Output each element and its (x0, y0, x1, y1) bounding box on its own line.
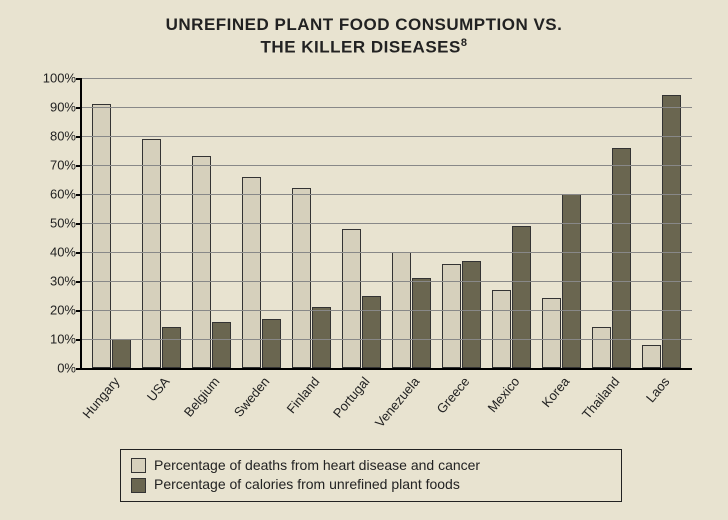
title-superscript: 8 (461, 37, 468, 49)
chart-title: UNREFINED PLANT FOOD CONSUMPTION VS. THE… (0, 0, 728, 59)
legend-swatch-1 (131, 478, 146, 493)
y-axis-label: 70% (50, 158, 82, 173)
bar (542, 298, 561, 368)
bar (412, 278, 431, 368)
grid-line (82, 310, 692, 311)
y-axis-label: 0% (57, 361, 82, 376)
title-line2: THE KILLER DISEASES (261, 38, 461, 57)
y-axis-label: 60% (50, 187, 82, 202)
y-axis-label: 50% (50, 216, 82, 231)
bar (642, 345, 661, 368)
x-axis-label: USA (144, 374, 173, 404)
x-axis-label: Hungary (79, 374, 122, 421)
title-line1: UNREFINED PLANT FOOD CONSUMPTION VS. (166, 15, 563, 34)
x-axis-label: Thailand (579, 374, 623, 422)
bar (442, 264, 461, 368)
grid-line (82, 252, 692, 253)
legend-label-0: Percentage of deaths from heart disease … (154, 456, 480, 476)
bar (312, 307, 331, 368)
bar (362, 296, 381, 369)
grid-line (82, 281, 692, 282)
y-axis-label: 100% (43, 71, 82, 86)
y-axis-label: 90% (50, 100, 82, 115)
y-axis-label: 20% (50, 303, 82, 318)
y-axis-label: 30% (50, 274, 82, 289)
bar (262, 319, 281, 368)
grid-line (82, 136, 692, 137)
bar (512, 226, 531, 368)
bar (292, 188, 311, 368)
chart-plot-area: 0%10%20%30%40%50%60%70%80%90%100%Hungary… (80, 78, 692, 370)
x-axis-label: Belgium (181, 374, 223, 420)
bar (212, 322, 231, 368)
x-axis-label: Greece (434, 374, 473, 416)
y-axis-label: 80% (50, 129, 82, 144)
x-axis-label: Mexico (485, 374, 523, 415)
legend-item-1: Percentage of calories from unrefined pl… (131, 475, 611, 495)
bar (142, 139, 161, 368)
bar (192, 156, 211, 368)
legend: Percentage of deaths from heart disease … (120, 449, 622, 502)
x-axis-label: Finland (284, 374, 323, 416)
grid-line (82, 339, 692, 340)
grid-line (82, 194, 692, 195)
x-axis-label: Laos (643, 374, 673, 405)
legend-label-1: Percentage of calories from unrefined pl… (154, 475, 460, 495)
bar (162, 327, 181, 368)
bar (92, 104, 111, 368)
legend-item-0: Percentage of deaths from heart disease … (131, 456, 611, 476)
bar (462, 261, 481, 368)
legend-swatch-0 (131, 458, 146, 473)
x-axis-label: Venezuela (372, 374, 423, 430)
x-axis-label: Portugal (330, 374, 373, 421)
grid-line (82, 78, 692, 79)
grid-line (82, 165, 692, 166)
bar (112, 339, 131, 368)
y-axis-label: 10% (50, 332, 82, 347)
x-axis-label: Sweden (231, 374, 273, 420)
y-axis-label: 40% (50, 245, 82, 260)
bar (492, 290, 511, 368)
bar (342, 229, 361, 368)
bar (592, 327, 611, 368)
grid-line (82, 107, 692, 108)
grid-line (82, 223, 692, 224)
bar (612, 148, 631, 368)
x-axis-label: Korea (539, 374, 573, 410)
